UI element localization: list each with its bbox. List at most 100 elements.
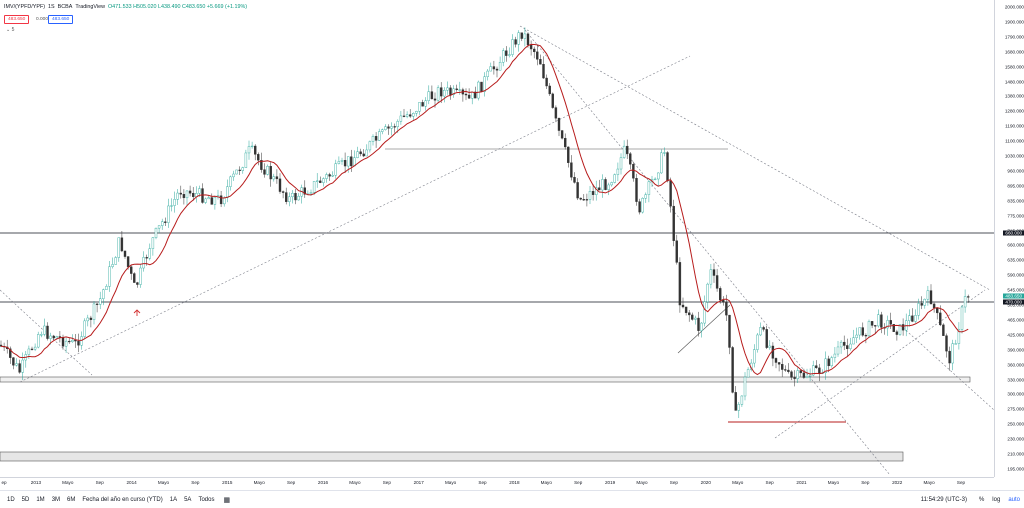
candle-body (660, 152, 663, 174)
time-tick: Mayo (62, 480, 74, 485)
trend-line-long-up[interactable] (19, 55, 691, 383)
trend-line-mini[interactable] (677, 304, 731, 354)
time-tick: Mayo (923, 480, 935, 485)
candle-body (384, 126, 387, 130)
range-button[interactable]: 1A (169, 496, 178, 503)
candle-body (418, 102, 421, 112)
candle-body (827, 358, 830, 367)
chevron-down-icon[interactable]: ⌄ (6, 27, 11, 33)
range-button[interactable]: 1D (7, 496, 15, 503)
candle-body (436, 87, 440, 101)
candle-body (818, 367, 821, 374)
candle-body (40, 334, 43, 336)
price-chart-svg[interactable] (0, 0, 994, 477)
ohlc-values: O471.533 H505.020 L438.490 C483.650 +5.6… (107, 4, 248, 10)
candle-body (697, 317, 700, 331)
symbol-label[interactable]: IMV/(YPFD/YPF) (4, 4, 46, 10)
range-button[interactable]: 1M (36, 496, 45, 503)
candle-body (790, 371, 793, 378)
candle-body (390, 126, 393, 129)
candle-body (123, 250, 127, 257)
candle-body (632, 164, 635, 179)
price-tick: 195.000 (1007, 466, 1024, 472)
time-tick: 2021 (796, 480, 807, 485)
candle-body (932, 303, 936, 309)
candle-body (839, 341, 843, 348)
candle-body (188, 190, 192, 194)
candle-body (911, 315, 914, 322)
price-tick: 1790.000 (1004, 34, 1024, 40)
candle-body (954, 343, 957, 345)
candle-body (613, 174, 616, 183)
price-tick: 545.000 (1007, 287, 1024, 293)
candle-body (864, 335, 868, 337)
candle-body (768, 345, 771, 348)
ma-indicator-label[interactable]: ⌄ 5 (6, 27, 14, 33)
candle-body (288, 196, 291, 202)
candle-body (877, 314, 880, 327)
price-axis[interactable]: 2000.000 1900.000 1790.000 1680.000 1580.000… (994, 0, 1024, 477)
range-box-upper[interactable] (0, 376, 971, 383)
candle-body (514, 39, 517, 45)
range-button[interactable]: 5A (184, 496, 192, 503)
moving-average-line (0, 43, 969, 376)
candle-body (756, 334, 759, 350)
candle-body (222, 197, 226, 205)
candle-body (936, 307, 939, 314)
price-tick: 2000.000 (1004, 4, 1024, 10)
candle-body (331, 175, 334, 177)
range-button[interactable]: 6M (67, 496, 76, 503)
time-axis[interactable]: ep 2013 Mayo Sep 2014 Mayo Sep 2015 Mayo Sep 2016 M… (0, 477, 994, 490)
candle-body (678, 262, 682, 306)
range-button[interactable]: Fecha del año en curso (YTD) (82, 496, 163, 503)
trend-line-down-2[interactable] (524, 29, 891, 476)
candle-body (393, 126, 396, 128)
time-tick: Mayo (732, 480, 744, 485)
candle-body (430, 91, 434, 100)
candle-body (579, 197, 582, 200)
range-button[interactable]: Todos (198, 496, 215, 503)
candle-body (269, 166, 272, 180)
candle-body (622, 145, 626, 158)
candle-body (415, 111, 418, 114)
candle-body (557, 118, 561, 131)
candle-body (657, 172, 660, 180)
range-box-lower[interactable] (0, 451, 904, 462)
candle-body (886, 320, 889, 329)
candle-body (170, 205, 173, 207)
candle-body (471, 91, 474, 99)
time-tick: Sep (765, 480, 774, 485)
candle-body (874, 325, 877, 327)
log-toggle[interactable]: log (992, 496, 1001, 503)
candle-body (765, 329, 768, 348)
candle-body (309, 192, 313, 195)
trend-line-left[interactable] (0, 289, 93, 376)
candle-body (675, 240, 678, 263)
trend-line-down-3[interactable] (899, 324, 994, 411)
candle-body (154, 227, 158, 238)
calendar-icon[interactable]: ▦ (223, 496, 231, 504)
auto-toggle[interactable]: auto (1008, 496, 1020, 503)
candles-group (0, 27, 970, 419)
candle-body (229, 176, 232, 187)
chart-canvas[interactable]: IMV/(YPFD/YPF) 1S BCBA TradingView O471.… (0, 0, 994, 477)
trend-line-down-1[interactable] (519, 25, 991, 291)
interval-label[interactable]: 1S (48, 4, 55, 10)
candle-body (694, 317, 697, 320)
sell-button[interactable]: 483.650 (4, 15, 30, 24)
candle-body (477, 81, 480, 99)
price-tick: 1680.000 (1004, 49, 1024, 55)
range-button[interactable]: 3M (51, 496, 61, 503)
percent-toggle[interactable]: % (978, 496, 985, 503)
candle-body (399, 115, 403, 122)
candle-body (582, 199, 585, 201)
trend-line-up-2[interactable] (774, 289, 986, 439)
candle-body (740, 395, 744, 405)
buy-button[interactable]: 483.650 (48, 15, 74, 24)
candle-body (102, 289, 105, 299)
clock-time[interactable]: 11:54:29 (UTC-3) (920, 496, 967, 503)
candle-body (30, 348, 34, 350)
range-button[interactable]: 5D (21, 496, 30, 503)
price-tick: 425.000 (1007, 332, 1024, 338)
candle-body (129, 266, 133, 274)
